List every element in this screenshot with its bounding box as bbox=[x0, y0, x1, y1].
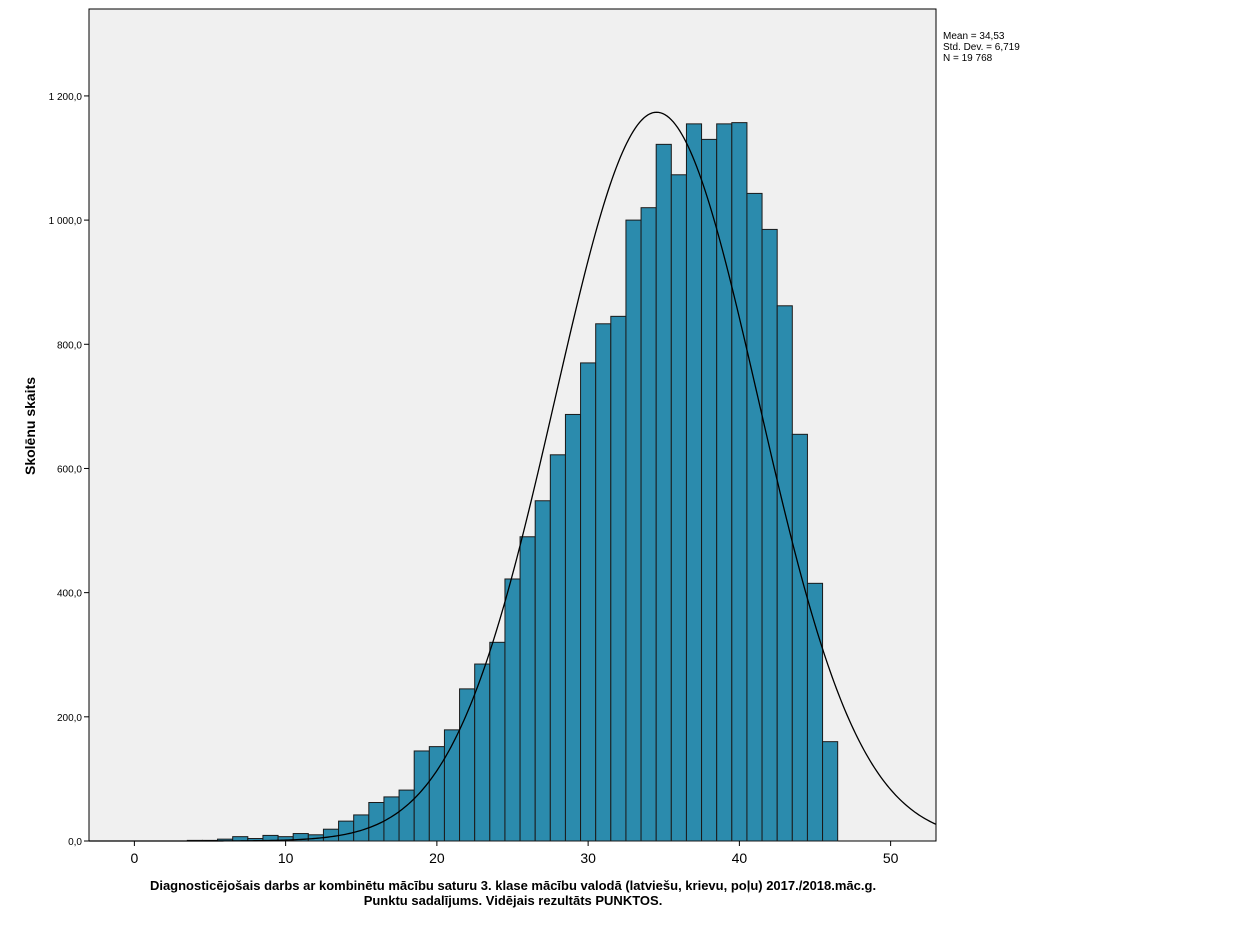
bar-37 bbox=[685, 123, 703, 842]
bar-31 bbox=[595, 323, 612, 842]
bar-20 bbox=[428, 746, 445, 842]
x-tick-label: 0 bbox=[130, 850, 138, 866]
x-tick-label: 30 bbox=[580, 850, 596, 866]
bar-45 bbox=[806, 582, 824, 842]
y-axis: 0,0 200,0 400,0 600,0 800,0 1 000,0 1 200,0 bbox=[49, 92, 89, 848]
x-axis-label-line-2: Punktu sadalījums. Vidējais rezultāts PU… bbox=[363, 893, 663, 908]
bar-33 bbox=[625, 219, 642, 842]
y-axis-label: Skolēnu skaits bbox=[22, 376, 38, 476]
bar-24 bbox=[489, 641, 506, 842]
x-tick-label: 10 bbox=[278, 850, 294, 866]
bar-18 bbox=[398, 789, 415, 842]
bar-44 bbox=[791, 433, 808, 842]
normal-curve bbox=[89, 111, 937, 842]
x-axis-label-line-1: Diagnosticējošais darbs ar kombinētu māc… bbox=[149, 878, 877, 893]
bar-23 bbox=[474, 663, 491, 842]
bar-36 bbox=[670, 174, 687, 842]
bar-29 bbox=[564, 413, 582, 842]
x-tick-label: 40 bbox=[732, 850, 748, 866]
y-tick-label: 0,0 bbox=[68, 837, 82, 848]
bar-28 bbox=[549, 454, 566, 842]
bar-43 bbox=[776, 305, 793, 842]
bar-39 bbox=[716, 123, 733, 842]
bar-34 bbox=[640, 207, 657, 842]
stats-mean: Mean = 34,53 bbox=[943, 31, 1005, 42]
y-tick-label: 200,0 bbox=[57, 713, 82, 724]
bars-group bbox=[186, 122, 839, 842]
y-tick-label: 1 200,0 bbox=[49, 92, 83, 103]
x-axis-label: Diagnosticējošais darbs ar kombinētu māc… bbox=[150, 878, 876, 908]
bar-41 bbox=[746, 192, 763, 842]
stats-n: N = 19 768 bbox=[943, 53, 993, 64]
y-tick-label: 1 000,0 bbox=[49, 216, 83, 227]
stats-std-dev: Std. Dev. = 6,719 bbox=[943, 42, 1020, 53]
y-tick-label: 800,0 bbox=[57, 340, 82, 351]
bar-17 bbox=[383, 796, 400, 842]
bar-25 bbox=[504, 578, 521, 842]
bar-13 bbox=[322, 828, 340, 842]
bar-42 bbox=[761, 228, 778, 842]
bar-27 bbox=[534, 500, 551, 842]
x-tick-label: 20 bbox=[429, 850, 445, 866]
bar-21 bbox=[443, 729, 461, 842]
bar-38 bbox=[701, 138, 718, 842]
bar-46 bbox=[822, 741, 839, 842]
bar-32 bbox=[610, 315, 627, 842]
x-tick-label: 50 bbox=[883, 850, 899, 866]
stats-box: Mean = 34,53 Std. Dev. = 6,719 N = 19 76… bbox=[943, 31, 1020, 64]
bar-14 bbox=[338, 820, 355, 842]
bar-40 bbox=[731, 122, 748, 842]
y-tick-label: 600,0 bbox=[57, 464, 82, 475]
bar-26 bbox=[519, 536, 536, 842]
x-axis: 0 10 20 30 40 50 bbox=[130, 841, 899, 866]
bar-35 bbox=[655, 143, 672, 842]
bar-30 bbox=[580, 362, 597, 842]
y-tick-label: 400,0 bbox=[57, 589, 82, 600]
